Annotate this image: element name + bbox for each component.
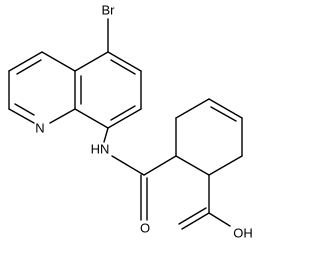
bond [111,155,145,176]
molecule-diagram: Br N HN O OH [8,2,253,240]
atom-label: OH [233,225,253,240]
bond [210,106,237,122]
bond [74,51,109,72]
bond [14,103,35,116]
bond [16,59,42,75]
bond [103,127,109,143]
bond [181,212,210,230]
atom-label: Br [102,2,116,17]
bond [8,108,35,124]
atom-label: HN [91,141,110,156]
bond [74,108,109,129]
bond [208,155,243,176]
bond [107,51,142,72]
bond [8,51,43,72]
bond [208,98,243,119]
bond [110,59,136,75]
bond [49,108,76,124]
bond [143,155,177,176]
atom-label: N [35,120,44,135]
atom-label: O [140,220,150,235]
bond [175,98,210,119]
bond [110,105,136,121]
bond [175,155,210,176]
bond [107,108,142,129]
bonds [8,18,243,230]
bond [178,207,207,225]
bond [41,51,76,72]
bond [208,212,231,227]
